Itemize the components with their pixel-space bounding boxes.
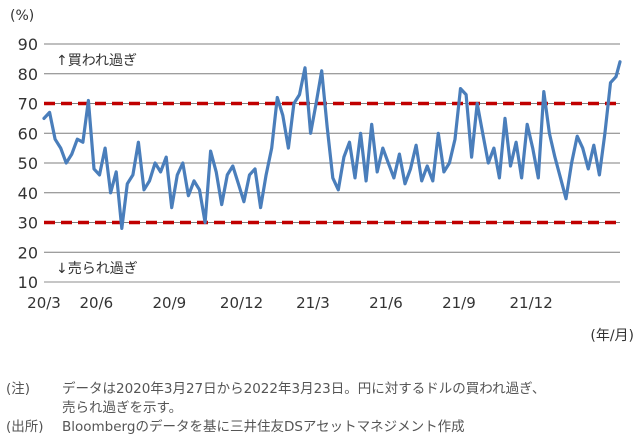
threshold-lines [44, 101, 620, 225]
x-tick-label: 20/6 [80, 294, 114, 312]
note-label: (注) [6, 381, 31, 397]
x-axis-ticks: 20/3 20/6 20/9 20/12 21/3 21/6 21/9 21/12 [27, 294, 553, 312]
y-axis-unit: (%) [10, 8, 34, 24]
y-tick-label: 10 [18, 273, 38, 292]
y-tick-label: 60 [18, 124, 38, 143]
series-line [42, 60, 622, 230]
x-axis-unit: (年/月) [590, 328, 634, 344]
oversold-annotation: ↓売られ過ぎ [56, 261, 138, 277]
x-tick-label: 21/6 [369, 294, 403, 312]
x-tick-label: 21/3 [296, 294, 330, 312]
note-row: (注) データは2020年3月27日から2022年3月23日。円に対するドルの買… [6, 380, 636, 399]
source-text: Bloombergのデータを基に三井住友DSアセットマネジメント作成 [62, 419, 465, 435]
note-text: データは2020年3月27日から2022年3月23日。円に対するドルの買われ過ぎ… [62, 381, 546, 397]
x-tick-label: 21/9 [442, 294, 476, 312]
y-axis-ticks: 10 20 30 40 50 60 70 80 90 [18, 35, 38, 292]
x-tick-label: 20/12 [220, 294, 263, 312]
y-tick-label: 20 [18, 243, 38, 262]
y-tick-label: 40 [18, 184, 38, 203]
overbought-annotation: ↑買われ過ぎ [56, 53, 137, 69]
y-tick-label: 90 [18, 35, 38, 54]
y-tick-label: 70 [18, 95, 38, 114]
source-label: (出所) [6, 419, 44, 435]
x-tick-label: 20/3 [27, 294, 61, 312]
y-tick-label: 30 [18, 214, 38, 233]
source-row: (出所) Bloombergのデータを基に三井住友DSアセットマネジメント作成 [6, 418, 636, 437]
note-text-continued: 売られ過ぎを示す。 [62, 400, 183, 416]
x-tick-label: 21/12 [510, 294, 553, 312]
y-tick-label: 80 [18, 65, 38, 84]
footnotes: (注) データは2020年3月27日から2022年3月23日。円に対するドルの買… [6, 380, 636, 437]
x-tick-label: 20/9 [153, 294, 187, 312]
rsi-chart: 10 20 30 40 50 60 70 80 90 20/3 20/6 20/9 20/12 21/3… [10, 8, 634, 344]
y-tick-label: 50 [18, 154, 38, 173]
